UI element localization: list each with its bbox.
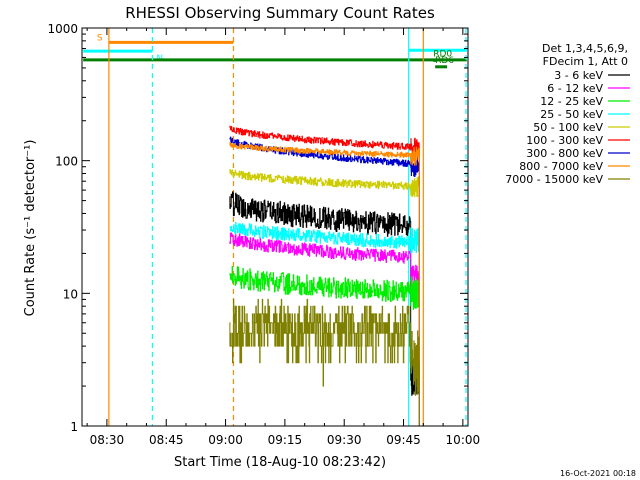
- flag-label-rd0: RD0: [433, 49, 452, 59]
- series-line-50-100-kev: [229, 169, 420, 426]
- legend-header: FDecim 1, Att 0: [543, 55, 628, 68]
- legend-entry-label: 800 - 7000 keV: [519, 160, 603, 173]
- x-tick-label: 10:00: [446, 433, 481, 447]
- x-axis-label: Start Time (18-Aug-10 08:23:42): [174, 455, 386, 470]
- legend-entry-label: 100 - 300 keV: [526, 134, 603, 147]
- y-tick-label: 100: [55, 155, 78, 169]
- legend-entry-label: 300 - 800 keV: [526, 147, 603, 160]
- legend: Det 1,3,4,5,6,9,FDecim 1, Att 03 - 6 keV…: [505, 42, 630, 186]
- legend-entry-label: 3 - 6 keV: [554, 69, 603, 82]
- y-tick-label: 1000: [47, 22, 78, 36]
- legend-entry-label: 50 - 100 keV: [533, 121, 603, 134]
- legend-entry-label: 6 - 12 keV: [547, 82, 603, 95]
- legend-entry-label: 7000 - 15000 keV: [505, 173, 603, 186]
- plot-marks: SNRD0RD6: [83, 28, 467, 426]
- x-tick-label: 08:45: [149, 433, 184, 447]
- legend-entry-label: 12 - 25 keV: [540, 95, 603, 108]
- legend-header: Det 1,3,4,5,6,9,: [542, 42, 628, 55]
- axis-marks: 08:30 08:45 09:00 09:15 09:30 09:45 10:00 1 10 10…: [47, 22, 480, 447]
- footer-timestamp: 16-Oct-2021 00:18: [560, 469, 636, 478]
- series-line-25-50-kev: [229, 221, 420, 426]
- x-tick-label: 08:30: [90, 433, 125, 447]
- x-tick-label: 09:30: [327, 433, 362, 447]
- series-line-6-12-kev: [229, 232, 420, 426]
- x-tick-label: 09:15: [268, 433, 303, 447]
- x-tick-label: 09:45: [386, 433, 421, 447]
- plot-frame: [81, 27, 469, 427]
- y-tick-label: 1: [70, 420, 78, 434]
- series-line-100-300-kev: [229, 125, 420, 426]
- series-line-3-6-kev: [229, 191, 420, 426]
- series-line-800-7000-kev: [229, 142, 420, 426]
- flag-label-s: S: [97, 33, 103, 43]
- flag-label-rd6: RD6: [435, 56, 454, 66]
- series-line-7000-15000-kev: [229, 298, 420, 426]
- y-axis-label: Count Rate (s⁻¹ detector⁻¹): [23, 140, 38, 317]
- series-line-12-25-kev: [229, 266, 420, 426]
- legend-entry-label: 25 - 50 keV: [540, 108, 603, 121]
- y-tick-label: 10: [63, 287, 78, 301]
- x-tick-label: 09:00: [208, 433, 243, 447]
- chart-title: RHESSI Observing Summary Count Rates: [125, 4, 435, 22]
